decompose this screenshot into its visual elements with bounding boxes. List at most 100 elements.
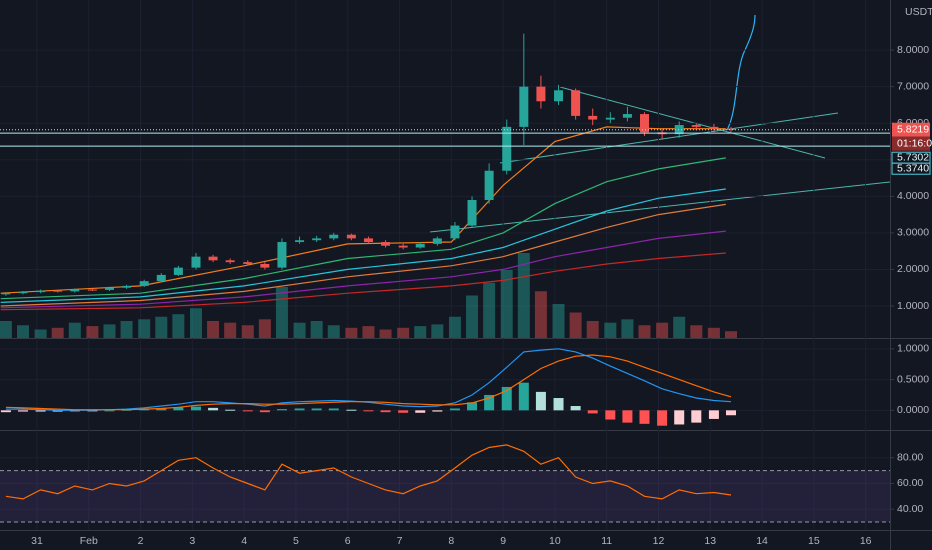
candle-body: [554, 90, 564, 102]
histogram-bar: [484, 394, 495, 411]
candle-body: [605, 117, 615, 120]
volume-bar: [673, 316, 686, 338]
volume-bar: [724, 331, 737, 338]
volume-bar: [414, 326, 427, 338]
histogram-bar: [311, 408, 322, 411]
candle-body: [70, 289, 80, 292]
volume-bar: [189, 308, 202, 338]
pane: [0, 444, 890, 523]
x-tick-label: 3: [189, 535, 195, 547]
candle-body: [1, 293, 11, 295]
histogram-bar: [139, 409, 150, 411]
histogram-bar: [0, 410, 11, 413]
volume-bar: [621, 319, 634, 338]
trendline: [499, 112, 839, 164]
volume-bar: [466, 295, 479, 338]
candle-body: [484, 170, 494, 200]
histogram-bar: [553, 398, 564, 411]
candle-body: [467, 199, 477, 226]
histogram-bar: [535, 391, 546, 411]
candle-body: [536, 86, 546, 102]
histogram-bar: [467, 402, 478, 411]
volume-bar: [345, 327, 358, 338]
volume-bar: [310, 321, 323, 338]
volume-bar: [155, 316, 168, 338]
y-tick-label: 0.0000: [897, 404, 929, 416]
x-tick-label: 6: [345, 535, 351, 547]
candle-body: [398, 245, 408, 248]
indicator-line: [5, 444, 732, 500]
histogram-bar: [605, 410, 616, 420]
volume-bar: [103, 324, 116, 338]
y-tick-label: 80.00: [897, 452, 923, 464]
volume-bar: [534, 291, 547, 338]
x-tick-label: 9: [500, 535, 506, 547]
volume-bar: [138, 319, 151, 338]
x-tick-label: 31: [31, 535, 43, 547]
volume-bar: [483, 282, 496, 338]
volume-bar: [586, 321, 599, 338]
histogram-bar: [518, 382, 529, 411]
volume-bar: [51, 327, 64, 338]
indicator-line: [0, 252, 726, 311]
currency: USDT: [905, 6, 932, 18]
histogram-bar: [242, 410, 253, 412]
candle-body: [519, 86, 529, 127]
volume-bar: [120, 321, 133, 338]
volume-bar: [16, 325, 29, 338]
histogram-bar: [708, 410, 719, 419]
volume-bar: [68, 322, 81, 338]
indicator-line: [0, 230, 726, 309]
volume-bar: [258, 319, 271, 338]
pane: [0, 348, 890, 426]
candle-body: [588, 115, 598, 120]
candle-body: [571, 90, 581, 116]
histogram-bar: [691, 410, 702, 423]
volume-bar: [690, 325, 703, 338]
candle-body: [312, 238, 322, 241]
candle-body: [295, 240, 305, 243]
volume-bar: [86, 326, 99, 338]
candle-body: [450, 225, 460, 239]
pane: [0, 33, 890, 338]
volume-bar: [552, 304, 565, 338]
candle-body: [415, 243, 425, 248]
candle-body: [726, 128, 736, 130]
indicator-line: [0, 203, 726, 307]
countdown-label: 01:16:03: [897, 138, 932, 150]
histogram-bar: [225, 409, 236, 411]
price-tag-label: 5.8219: [897, 124, 929, 136]
y-tick-label: 1.0000: [897, 300, 929, 312]
histogram-bar: [104, 410, 115, 412]
histogram-bar: [35, 410, 46, 412]
histogram-bar: [725, 410, 736, 416]
volume-bar: [241, 325, 254, 338]
volume-bar: [207, 321, 220, 338]
x-tick-label: 12: [653, 535, 665, 547]
trendline: [429, 181, 890, 233]
y-tick-label: 7.0000: [897, 80, 929, 92]
candle-body: [173, 267, 183, 275]
histogram-bar: [639, 410, 650, 424]
y-tick-label: 60.00: [897, 477, 923, 489]
volume-bar: [0, 321, 12, 338]
histogram-bar: [415, 410, 426, 413]
histogram-bar: [398, 410, 409, 413]
histogram-bar: [449, 408, 460, 411]
y-tick-label: 40.00: [897, 503, 923, 515]
x-tick-label: 5: [293, 535, 299, 547]
candle-body: [363, 238, 373, 243]
histogram-bar: [294, 408, 305, 411]
histogram-bar: [17, 410, 28, 412]
volume-bar: [500, 270, 513, 338]
volume-bar: [448, 316, 461, 338]
candle-body: [640, 114, 650, 133]
volume-bar: [397, 327, 410, 338]
volume-bar: [275, 287, 288, 338]
indicator-line: [0, 188, 726, 303]
candle-body: [691, 125, 701, 127]
histogram-bar: [380, 410, 391, 413]
volume-bar: [431, 324, 444, 338]
